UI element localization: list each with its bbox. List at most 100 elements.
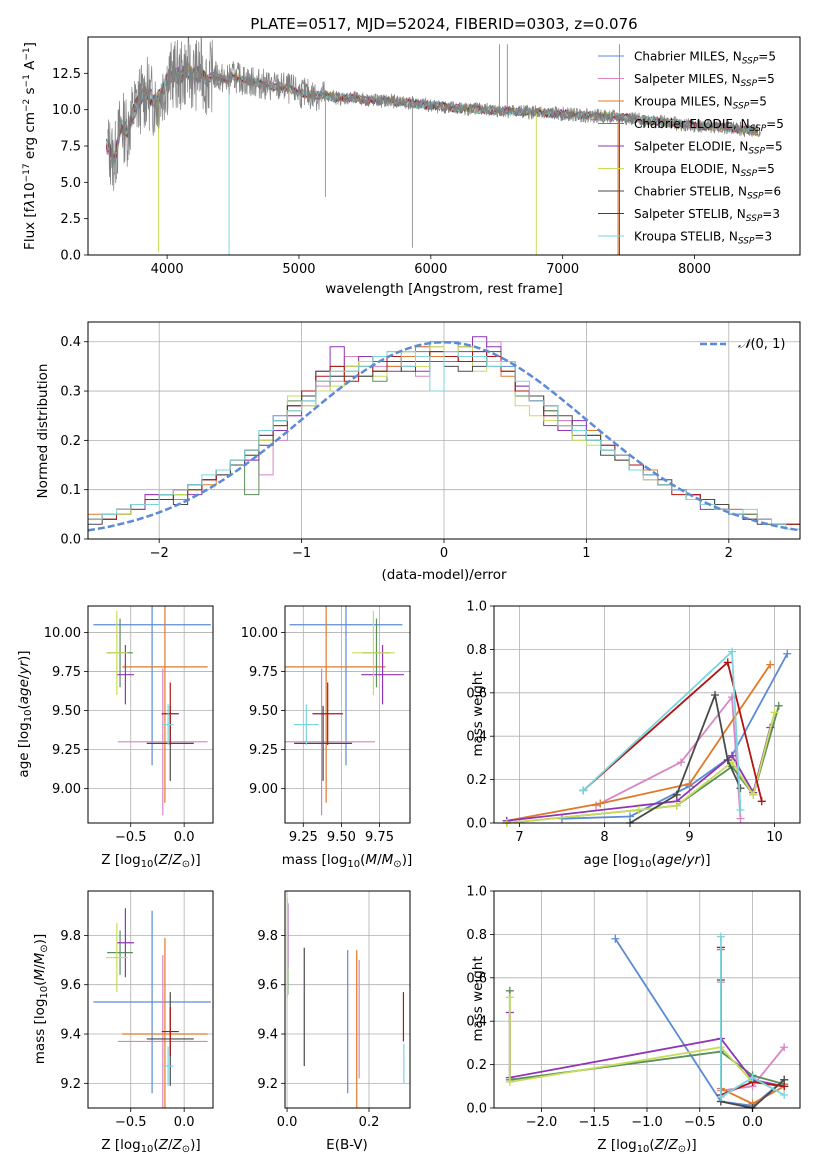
x-tick-label: −0.5 — [115, 830, 147, 845]
weight-vs-age-axes-frame — [493, 605, 801, 824]
residual-ylabel: Normed distribution — [35, 364, 51, 499]
weight-marker — [736, 805, 745, 814]
y-tick-label: 0.6 — [466, 686, 487, 701]
mass-vs-z-ticks: −0.5 0.0 9.2 9.4 9.6 9.8 — [60, 929, 194, 1130]
mass-vs-ebv-ticks: 0.0 0.2 9.2 9.4 9.6 9.8 — [257, 929, 379, 1130]
y-tick-label: 9.2 — [257, 1077, 278, 1092]
legend-rest: =5 — [757, 162, 775, 176]
legend-label: Salpeter ELODIE, NSSP=5 — [634, 140, 783, 157]
weight-marker — [736, 814, 745, 823]
normal-legend-label: 𝒩(0, 1) — [738, 337, 785, 352]
x-tick-label: 6000 — [414, 262, 447, 277]
mass-vs-ebv-xlabel: E(B-V) — [326, 1137, 368, 1153]
legend-rest: =3 — [762, 207, 780, 221]
y-tick-label: 10.00 — [241, 626, 278, 641]
y-tick-label: 0.8 — [466, 643, 487, 658]
y-tick-label: 9.6 — [60, 978, 81, 993]
spectrum-ylabel: Flux [fλ10−17 erg cm−2 s−1 A−1] — [22, 42, 38, 250]
weight-marker — [736, 784, 745, 793]
legend-sub: SSP — [747, 192, 764, 202]
y-tick-label: 0.4 — [466, 730, 487, 745]
spectrum-axes-frame — [87, 36, 801, 256]
mass-vs-ebv-axes-frame — [284, 890, 411, 1109]
y-tick-label: 9.4 — [257, 1028, 278, 1043]
residual-axes-frame — [87, 321, 801, 540]
weight-vs-z-marks — [505, 932, 789, 1112]
legend-sub: SSP — [733, 102, 750, 112]
normal-curve — [87, 340, 801, 532]
x-tick-label: 2 — [725, 546, 733, 561]
data-spectrum-line — [107, 37, 761, 191]
weight-marker — [723, 658, 732, 667]
y-tick-label: 0.8 — [466, 928, 487, 943]
x-tick-label: 10 — [766, 830, 783, 845]
legend-label: Salpeter STELIB, NSSP=3 — [634, 207, 780, 224]
age-vs-z-marks — [93, 606, 211, 816]
weight-marker — [716, 932, 725, 941]
x-tick-label: 0.0 — [277, 1115, 298, 1130]
x-tick-label: 8000 — [678, 262, 711, 277]
x-tick-label: 1 — [582, 546, 590, 561]
weight-marker — [723, 756, 732, 765]
y-tick-label: 0.4 — [60, 335, 81, 350]
residual-marks — [87, 336, 801, 532]
y-tick-label: 9.75 — [52, 665, 81, 680]
y-tick-label: 9.00 — [52, 782, 81, 797]
legend-rest: =5 — [758, 50, 776, 64]
weight-marker — [611, 934, 620, 943]
weight-vs-z-ticks: −2.0 −1.5 −1.0 −0.5 0.0 0.0 0.2 0.4 0.6 0.8 1.0 — [466, 885, 763, 1131]
y-tick-label: 0.3 — [60, 385, 81, 400]
legend-sub: SSP — [738, 237, 755, 247]
x-tick-label: −0.5 — [684, 1115, 716, 1130]
residual-panel: −2 −1 0 1 2 0.0 0.1 0.2 0.3 0.4 (data-model)/erro… — [35, 321, 801, 583]
weight-marker — [766, 660, 775, 669]
weight-vs-z-axes-frame — [493, 890, 801, 1109]
mass-vs-z-grid — [88, 891, 213, 1108]
y-tick-label: 9.75 — [249, 665, 278, 680]
y-tick-label: 0.1 — [60, 483, 81, 498]
weight-line — [506, 664, 771, 822]
mass-vs-z-xlabel: Z [log10(Z/Z⊙)] — [101, 1137, 200, 1155]
x-tick-label: 5000 — [282, 262, 315, 277]
legend-label: Chabrier STELIB, NSSP=6 — [634, 185, 781, 202]
y-tick-label: 7.5 — [60, 140, 81, 155]
x-tick-label: 0 — [440, 546, 448, 561]
y-tick-label: 9.8 — [257, 929, 278, 944]
x-tick-label: 0.0 — [742, 1115, 763, 1130]
y-tick-label: 9.50 — [52, 704, 81, 719]
y-tick-label: 5.0 — [60, 176, 81, 191]
x-tick-label: 9.75 — [365, 830, 394, 845]
legend-rest: =5 — [757, 72, 775, 86]
y-tick-label: 0.4 — [466, 1015, 487, 1030]
age-vs-mass-marks — [285, 606, 404, 816]
x-tick-label: 8 — [600, 830, 608, 845]
x-tick-label: 9.25 — [289, 830, 318, 845]
legend-sub: SSP — [741, 169, 758, 179]
age-vs-mass-xlabel: mass [log10(M/M⊙)] — [282, 852, 412, 870]
legend-rest: =5 — [749, 95, 767, 109]
age-vs-mass-ticks: 9.25 9.50 9.75 9.00 9.25 9.50 9.75 10.00 — [241, 626, 394, 845]
weight-marker — [780, 1043, 789, 1052]
y-tick-label: 9.25 — [249, 743, 278, 758]
spectrum-panel: PLATE=0517, MJD=52024, FIBERID=0303, z=0… — [22, 15, 801, 297]
mass-vs-z-panel: −0.5 0.0 9.2 9.4 9.6 9.8 Z [log10(Z/Z⊙)] mass… — [32, 890, 214, 1155]
weight-vs-age-ticks: 7 8 9 10 0.0 0.2 0.4 0.6 0.8 1.0 — [466, 600, 782, 846]
weight-vs-age-panel: 7 8 9 10 0.0 0.2 0.4 0.6 0.8 1.0 age [log10(age/y… — [466, 600, 801, 870]
x-tick-label: 9 — [685, 830, 693, 845]
mass-vs-z-ylabel: mass [log10(M/M⊙)] — [32, 934, 50, 1064]
x-tick-label: −2 — [150, 546, 169, 561]
weight-marker — [505, 1077, 514, 1086]
spectrum-ticks: 4000 5000 6000 7000 8000 0.0 2.5 5.0 7.5 10.0 12.5 — [52, 67, 711, 277]
weight-vs-z-panel: −2.0 −1.5 −1.0 −0.5 0.0 0.0 0.2 0.4 0.6 0.8 1.0 Z … — [466, 885, 801, 1155]
y-tick-label: 9.6 — [257, 978, 278, 993]
y-tick-label: 0.0 — [466, 817, 487, 832]
legend-rest: =3 — [754, 230, 772, 244]
x-tick-label: 0.0 — [174, 1115, 195, 1130]
mass-vs-ebv-marks — [286, 898, 405, 1108]
mass-vs-z-marks — [93, 908, 211, 1108]
legend-sub: SSP — [742, 57, 759, 67]
age-vs-z-panel: −0.5 0.0 9.00 9.25 9.50 9.75 10.00 Z [log10(Z/… — [16, 605, 214, 870]
y-tick-label: 9.00 — [249, 782, 278, 797]
spectrum-legend: Chabrier MILES, NSSP=5 Salpeter MILES, NS… — [598, 50, 784, 247]
